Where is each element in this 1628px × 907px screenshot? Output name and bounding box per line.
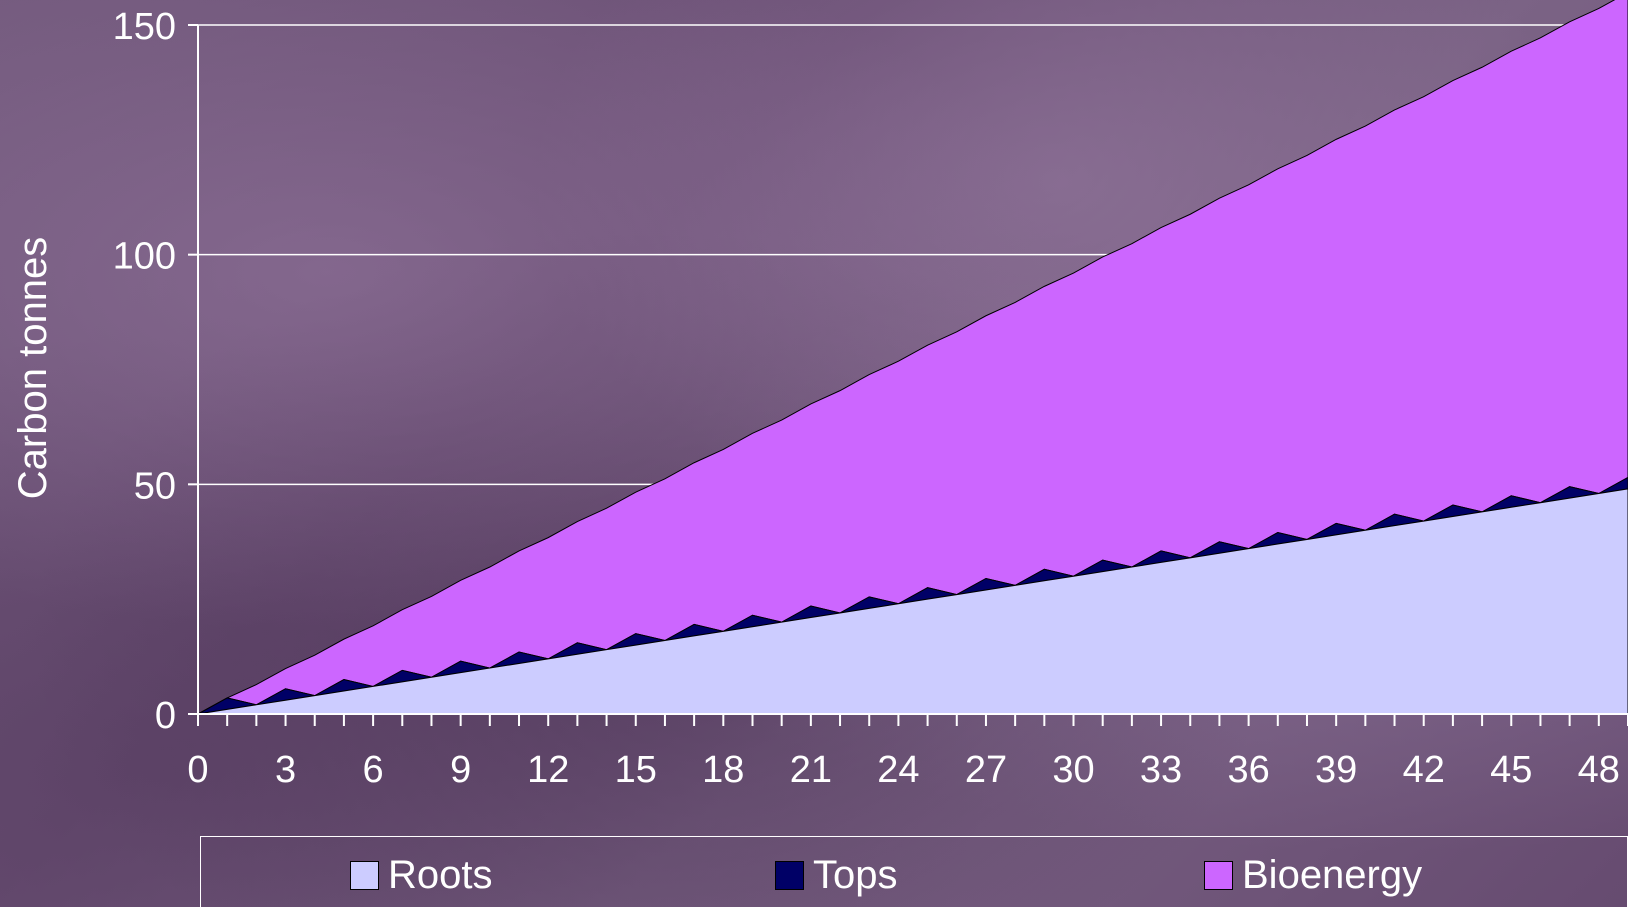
legend-swatch-tops [775, 861, 804, 890]
legend-label-roots: Roots [388, 853, 493, 897]
x-tick-label-12: 12 [527, 749, 569, 791]
x-tick-label-3: 3 [275, 749, 296, 791]
x-tick-label-9: 9 [450, 749, 471, 791]
y-tick-label-50: 50 [134, 465, 176, 507]
legend-label-bioenergy: Bioenergy [1242, 853, 1423, 897]
legend-swatch-bioenergy [1204, 861, 1233, 890]
x-tick-label-18: 18 [702, 749, 744, 791]
x-tick-label-0: 0 [187, 749, 208, 791]
x-tick-label-21: 21 [790, 749, 832, 791]
legend-swatch-roots [350, 861, 379, 890]
legend: Roots Tops Bioenergy [200, 836, 1628, 907]
y-axis-label: Carbon tonnes [11, 236, 55, 500]
y-tick-label-0: 0 [155, 695, 176, 737]
legend-label-tops: Tops [813, 853, 898, 897]
y-tick-label-100: 100 [113, 236, 176, 278]
x-tick-label-42: 42 [1403, 749, 1445, 791]
x-tick-label-36: 36 [1227, 749, 1269, 791]
x-tick-label-39: 39 [1315, 749, 1357, 791]
x-tick-label-27: 27 [965, 749, 1007, 791]
legend-item-bioenergy: Bioenergy [1204, 853, 1422, 898]
x-tick-label-15: 15 [615, 749, 657, 791]
x-tick-label-45: 45 [1490, 749, 1532, 791]
x-tick-label-48: 48 [1578, 749, 1620, 791]
legend-item-tops: Tops [775, 853, 898, 898]
x-tick-label-6: 6 [363, 749, 384, 791]
x-tick-label-30: 30 [1052, 749, 1094, 791]
x-tick-label-24: 24 [877, 749, 919, 791]
legend-item-roots: Roots [350, 853, 493, 898]
x-tick-label-33: 33 [1140, 749, 1182, 791]
y-tick-label-150: 150 [113, 6, 176, 48]
